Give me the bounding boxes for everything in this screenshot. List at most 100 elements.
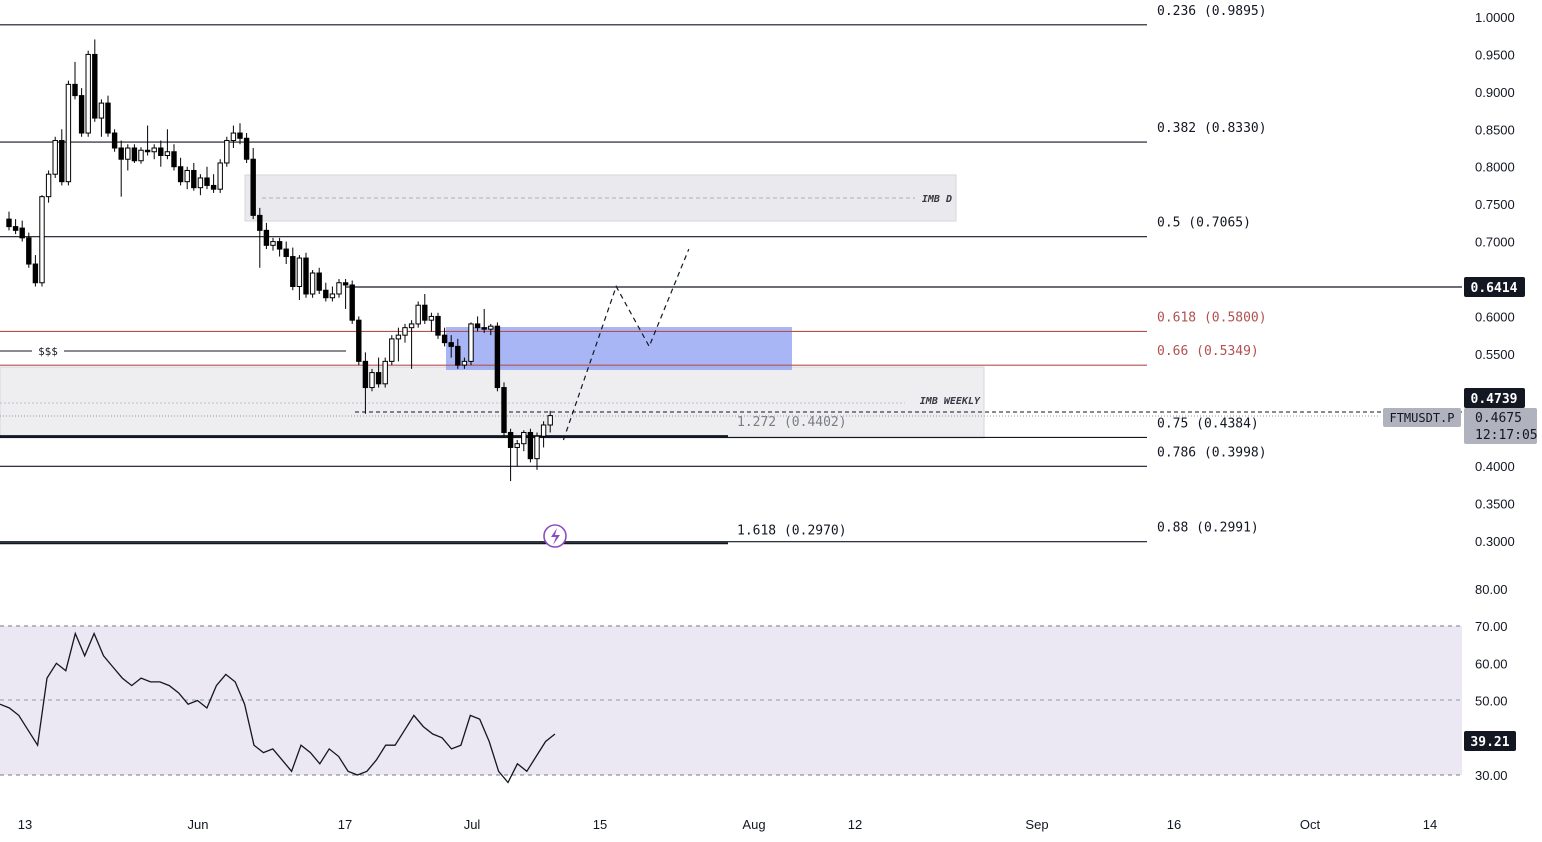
candle-body	[382, 360, 388, 385]
candle-body	[356, 319, 362, 362]
candle-body	[171, 151, 177, 168]
candle-body	[349, 284, 355, 321]
candle-body	[461, 360, 468, 366]
candle-body	[408, 323, 415, 329]
candle-body	[118, 147, 124, 160]
candle-body	[422, 304, 428, 321]
extension-label: 1.618 (0.2970)	[737, 523, 847, 538]
candle-body	[39, 196, 45, 284]
candle-body	[243, 137, 250, 160]
candle-body	[540, 424, 547, 437]
candle-body	[375, 372, 382, 385]
time-tick-label: Oct	[1300, 817, 1321, 832]
candle-body	[448, 342, 454, 347]
fib-label: 0.66 (0.5349)	[1157, 344, 1259, 359]
price-tick-label: 0.8000	[1475, 160, 1515, 175]
rsi-tick-label: 70.00	[1475, 619, 1508, 634]
candle-body	[415, 304, 421, 325]
candle-body	[197, 177, 204, 189]
time-axis[interactable]: 13 Jun 17 Jul 15 Aug 12 Sep 16 Oct 14	[18, 817, 1437, 832]
price-tick-label: 0.8500	[1475, 122, 1515, 137]
time-tick-label: 14	[1423, 817, 1437, 832]
rsi-pane	[0, 625, 1462, 784]
fibonacci-levels[interactable]: 0.236 (0.9895) 0.382 (0.8330) 0.5 (0.7065)…	[0, 4, 1267, 543]
candle-body	[105, 102, 111, 134]
candle-body	[6, 218, 12, 228]
candle-body	[481, 327, 487, 330]
fib-label: 0.786 (0.3998)	[1157, 445, 1267, 460]
candle-body	[309, 272, 316, 295]
candle-body	[217, 162, 223, 190]
time-tick-label: 17	[338, 817, 352, 832]
time-tick-label: 12	[848, 817, 862, 832]
candle-body	[125, 147, 131, 160]
fib-label: 0.75 (0.4384)	[1157, 416, 1259, 431]
candle-body	[111, 132, 118, 149]
price-tick-label: 1.0000	[1475, 10, 1515, 25]
candle-body	[85, 53, 91, 134]
symbol-tag[interactable]: FTMUSDT.P	[1383, 408, 1461, 427]
liquidity-label: $$$	[38, 345, 58, 358]
candle-body	[230, 132, 237, 142]
candle-body	[435, 315, 441, 336]
fib-label: 0.382 (0.8330)	[1157, 121, 1267, 136]
fib-label: 0.5 (0.7065)	[1157, 216, 1251, 231]
candle-body	[547, 415, 553, 426]
alert-marker-icon[interactable]	[543, 524, 567, 548]
candle-body	[45, 173, 52, 198]
candle-body	[296, 257, 303, 287]
svg-text:39.21: 39.21	[1470, 735, 1509, 750]
candle-body	[92, 53, 98, 119]
level-price-badge: 0.6414	[1464, 277, 1525, 297]
svg-text:FTMUSDT.P: FTMUSDT.P	[1389, 411, 1454, 425]
candle-body	[52, 140, 58, 175]
extension-levels[interactable]: 1.272 (0.4402) 1.618 (0.2970)	[0, 415, 847, 545]
candle-body	[428, 315, 435, 321]
candle-body	[290, 256, 296, 287]
candle-body	[72, 83, 78, 97]
order-block-zone[interactable]	[446, 327, 792, 370]
candle-body	[494, 325, 501, 389]
svg-text:0.4739: 0.4739	[1471, 392, 1518, 407]
candle-body	[276, 241, 283, 250]
candle-body	[507, 431, 514, 448]
rsi-axis[interactable]: 80.00 70.00 60.00 50.00 30.00	[1475, 582, 1508, 783]
time-tick-label: 16	[1167, 817, 1181, 832]
extension-label: 1.272 (0.4402)	[737, 415, 847, 430]
time-tick-label: 13	[18, 817, 32, 832]
price-tick-label: 0.6000	[1475, 309, 1515, 324]
price-tick-label: 0.7000	[1475, 235, 1515, 250]
high-price-badge: 0.4739	[1464, 388, 1525, 408]
candle-body	[32, 263, 39, 284]
candle-body	[26, 237, 32, 265]
candle-body	[177, 166, 184, 183]
candle-body	[191, 169, 197, 189]
rsi-value-badge: 39.21	[1464, 731, 1516, 751]
candle-body	[488, 325, 494, 330]
time-tick-label: Jul	[464, 817, 481, 832]
price-tick-label: 0.9000	[1475, 85, 1515, 100]
rsi-tick-label: 30.00	[1475, 768, 1508, 783]
candle-body	[474, 323, 481, 329]
time-tick-label: 15	[593, 817, 607, 832]
price-tick-label: 0.9500	[1475, 47, 1515, 62]
projection-path[interactable]	[562, 248, 690, 441]
candle-body	[369, 372, 375, 389]
price-tick-label: 0.5500	[1475, 347, 1515, 362]
candle-body	[98, 102, 105, 119]
candle-body	[257, 214, 263, 231]
candle-body	[250, 158, 256, 216]
candle-body	[237, 132, 243, 139]
candle-body	[468, 323, 474, 362]
liquidity-marker: $$$	[0, 345, 346, 358]
time-tick-label: Jun	[188, 817, 209, 832]
time-tick-label: Aug	[742, 817, 765, 832]
price-tick-label: 0.3000	[1475, 534, 1515, 549]
candle-body	[455, 345, 461, 366]
price-tick-label: 0.4000	[1475, 459, 1515, 474]
price-axis[interactable]: 1.0000 0.9500 0.9000 0.8500 0.8000 0.7500 0.70…	[1475, 10, 1515, 549]
candle-body	[402, 327, 408, 336]
candle-body	[329, 293, 336, 299]
rsi-tick-label: 80.00	[1475, 582, 1508, 597]
